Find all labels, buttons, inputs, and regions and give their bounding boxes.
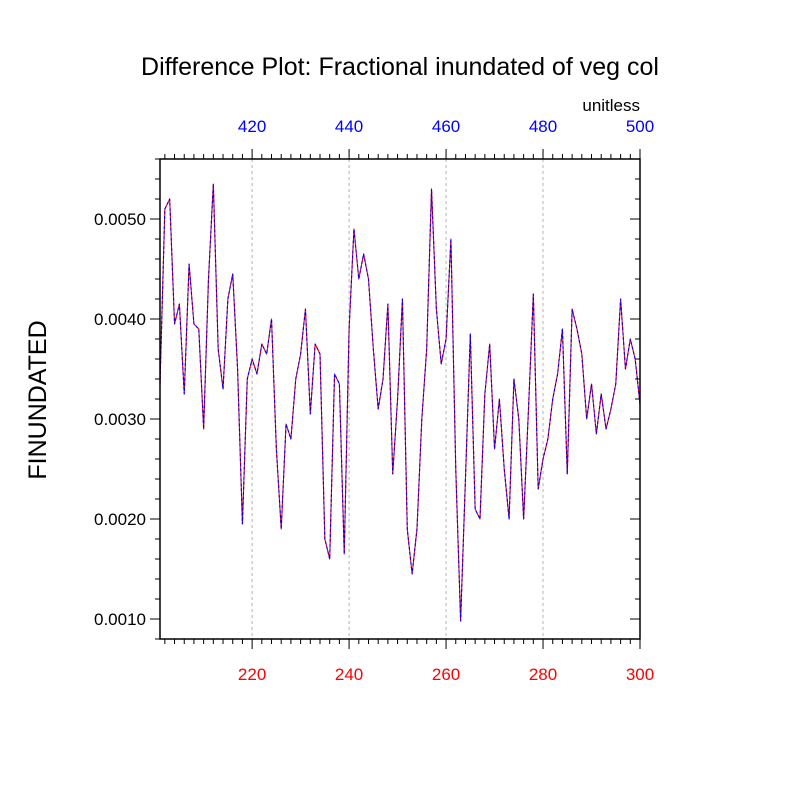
chart-title: Difference Plot: Fractional inundated of… [141, 53, 659, 81]
x-bottom-tick-label: 300 [626, 665, 654, 684]
series-line-blue [159, 183, 641, 622]
y-axis-label: FINUNDATED [24, 320, 52, 479]
x-top-tick-label: 460 [432, 117, 460, 136]
y-tick-label: 0.0050 [94, 210, 146, 229]
plot-frame [159, 158, 641, 640]
y-tick-label: 0.0020 [94, 510, 146, 529]
series-line-red [159, 183, 641, 622]
x-bottom-tick-label: 240 [335, 665, 363, 684]
axes: 0.0010 0.0020 0.0030 0.0040 0.0050 220 240 260 2… [94, 117, 654, 684]
y-tick-label: 0.0030 [94, 410, 146, 429]
x-top-tick-label: 440 [335, 117, 363, 136]
grid-lines [251, 159, 544, 639]
y-tick-label: 0.0010 [94, 610, 146, 629]
series-lines [159, 183, 641, 622]
x-top-tick-label: 480 [529, 117, 557, 136]
x-bottom-tick-label: 280 [529, 665, 557, 684]
x-bottom-tick-label: 260 [432, 665, 460, 684]
units-label: unitless [582, 96, 640, 115]
y-tick-label: 0.0040 [94, 310, 146, 329]
x-bottom-tick-label: 220 [238, 665, 266, 684]
x-top-tick-label: 500 [626, 117, 654, 136]
x-top-tick-label: 420 [238, 117, 266, 136]
